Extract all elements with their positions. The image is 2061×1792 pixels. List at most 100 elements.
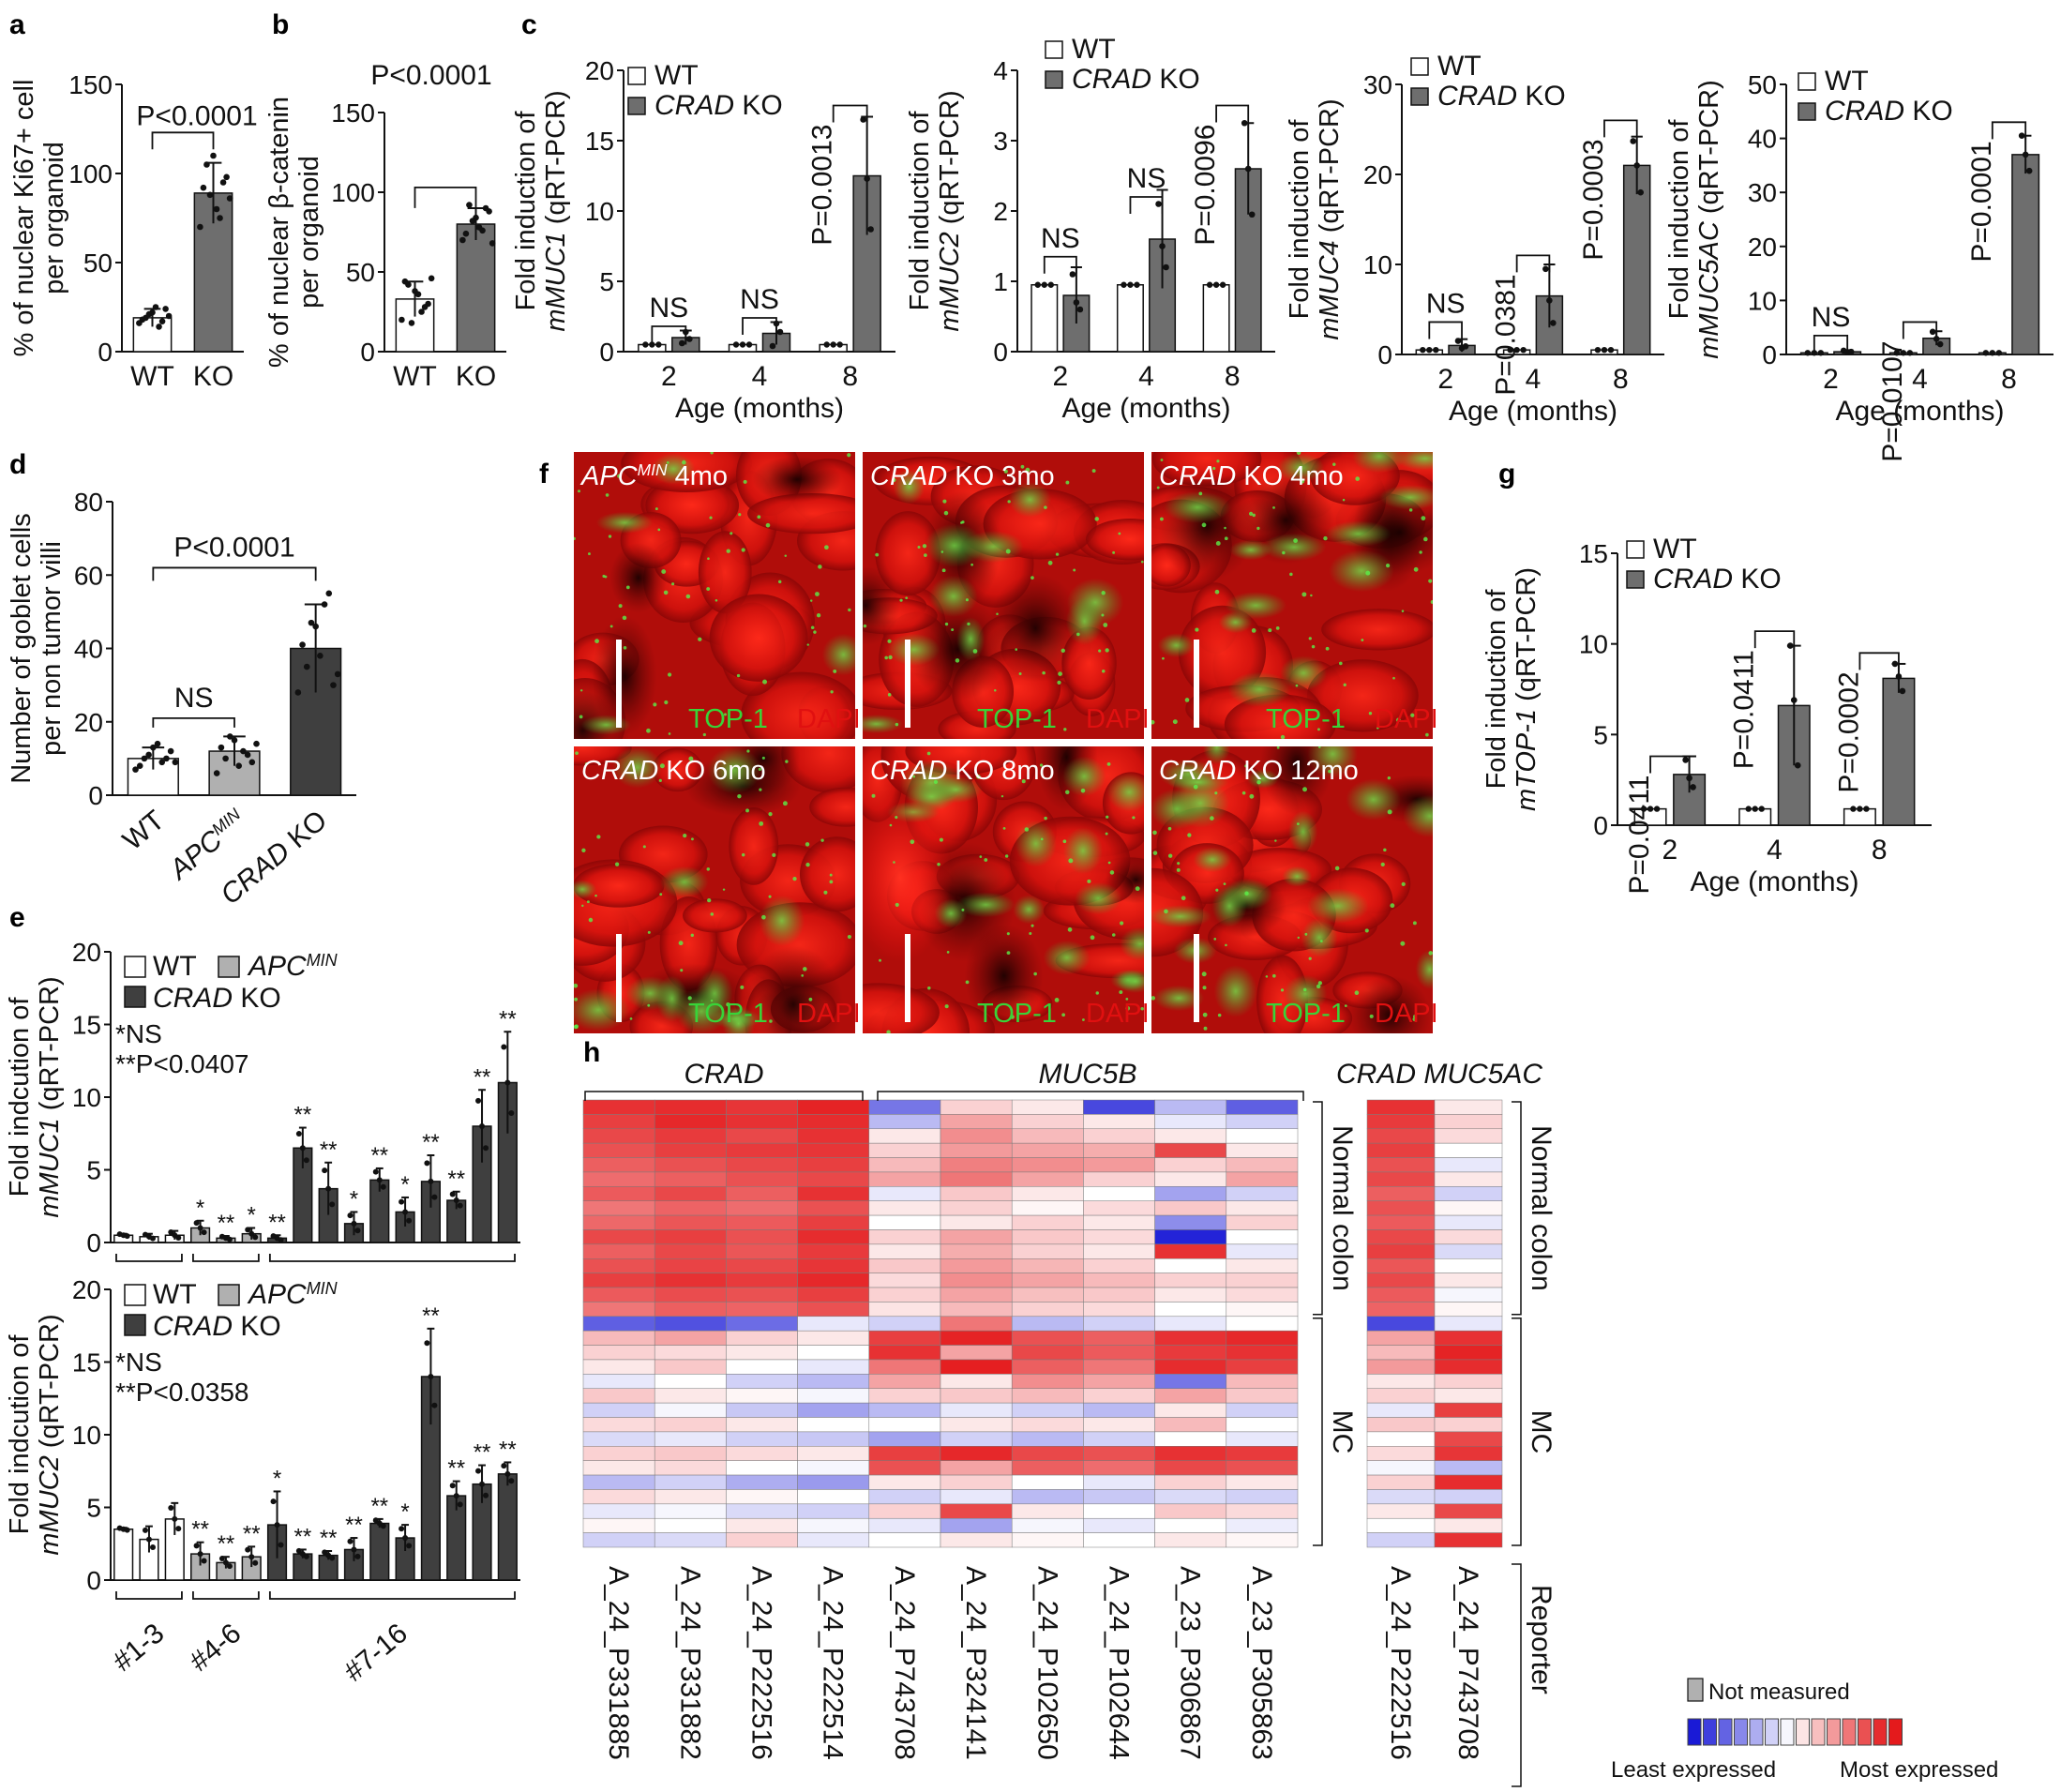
label-span: CRAD [1159,461,1236,491]
panel-label-b: b [272,9,289,40]
data-point [141,755,148,762]
heatmap-cell [1366,1272,1436,1288]
stain-label-top1: TOP-1 [1266,999,1346,1029]
chart-d: 0 20 40 60 80 Number of goblet cells per non t… [7,488,356,911]
top1-speck [1095,991,1099,995]
heatmap-cell [582,1402,655,1418]
top1-speck [710,452,714,455]
heatmap-cell [726,1186,798,1201]
top1-speck [1125,1005,1131,1011]
heatmap-cell [868,1532,941,1548]
heatmap-cell [1083,1272,1155,1288]
top1-speck [1215,888,1219,892]
heatmap-cell [1154,1258,1227,1273]
label-span: KO 12mo [1236,756,1359,786]
top1-speck [605,493,609,497]
y-tick-label: 10 [72,1083,101,1112]
top1-speck [1067,927,1073,932]
data-point [252,1234,259,1241]
data-point [248,759,256,766]
heatmap-cell [582,1345,655,1361]
top1-speck [642,845,646,849]
top1-speck [658,778,662,782]
top1-speck [1160,459,1164,461]
data-point [226,1236,233,1242]
group-bracket [877,1091,1304,1101]
y-tick-label: 10 [1579,630,1608,659]
top1-speck [1334,866,1340,871]
data-point [1982,350,1990,356]
legend-label: CRAD KO [1072,64,1200,95]
y-tick-label: 5 [86,1494,101,1523]
stain-label-dapi: DAPI [1086,704,1150,734]
heatmap-group-label: CRAD [684,1059,763,1090]
top1-speck [888,655,893,660]
data-point [501,1044,507,1050]
heatmap-cell [1011,1243,1084,1259]
top1-speck [1005,549,1011,554]
top1-speck [1003,469,1008,474]
x-tick-label: 2 [1437,364,1453,395]
heatmap-cell [1226,1258,1299,1273]
heatmap-cell [1366,1330,1436,1346]
heatmap-cell [1011,1200,1084,1216]
top1-speck [829,880,834,884]
top1-speck [1343,683,1346,686]
heatmap-cell [1226,1114,1299,1130]
heatmap-cell [582,1128,655,1144]
heatmap-cell [1083,1431,1155,1447]
heatmap-cell [1011,1171,1084,1187]
top1-speck [1300,478,1305,484]
data-point [136,762,143,769]
heatmap-cell [1434,1402,1503,1418]
heatmap-cell [1366,1417,1436,1433]
y-tick-label: 10 [585,197,614,226]
heatmap-cell [1226,1099,1299,1115]
label-span: CRAD [1159,756,1236,786]
top1-signal [863,714,904,734]
data-point [679,339,685,347]
heatmap-cell [1434,1287,1503,1303]
top1-speck [586,900,590,904]
heatmap-cell [868,1200,941,1216]
heatmap-cell [726,1258,798,1273]
heatmap-cell [1226,1402,1299,1418]
data-point [1752,806,1758,812]
top1-speck [899,598,903,602]
label-span: per non tumor villi [37,541,67,756]
micrograph-tile: CRAD KO 3mo TOP-1 DAPI [863,452,1150,739]
heatmap-cell [797,1302,870,1318]
heatmap-cell [1226,1142,1299,1158]
top1-signal [893,469,925,504]
data-point [322,1167,328,1174]
significance-mark: ** [294,1524,312,1549]
heatmap-cell [868,1157,941,1173]
heatmap-cell [1083,1474,1155,1490]
heatmap-cell [582,1374,655,1389]
data-point [154,740,161,747]
top1-speck [895,816,898,820]
p-value: P=0.0096 [1190,125,1221,246]
heatmap-cell [1434,1503,1503,1519]
heatmap-cell [797,1128,870,1144]
legend-swatch-crad-ko [627,97,646,115]
legend-not-measured-label: Not measured [1708,1679,1850,1705]
top1-speck [1015,648,1018,651]
micrograph-tile: CRAD KO 4mo TOP-1 DAPI [1151,452,1438,739]
heatmap-cell [1434,1099,1503,1115]
data-point [462,230,470,237]
data-point [457,1202,463,1209]
top1-signal [1043,940,1091,975]
y-tick-label: 150 [331,98,375,128]
top1-speck [1063,728,1067,731]
heatmap-cell [1434,1157,1503,1173]
top1-signal [925,523,985,567]
heatmap-cell [797,1489,870,1505]
y-axis-label: per organoid [39,142,69,294]
significance-bracket [651,325,687,343]
data-point [1433,347,1439,354]
data-point [428,1374,434,1379]
legend-label: CRAD KO [1437,81,1566,112]
data-point [414,291,422,298]
tile-content [574,452,855,739]
